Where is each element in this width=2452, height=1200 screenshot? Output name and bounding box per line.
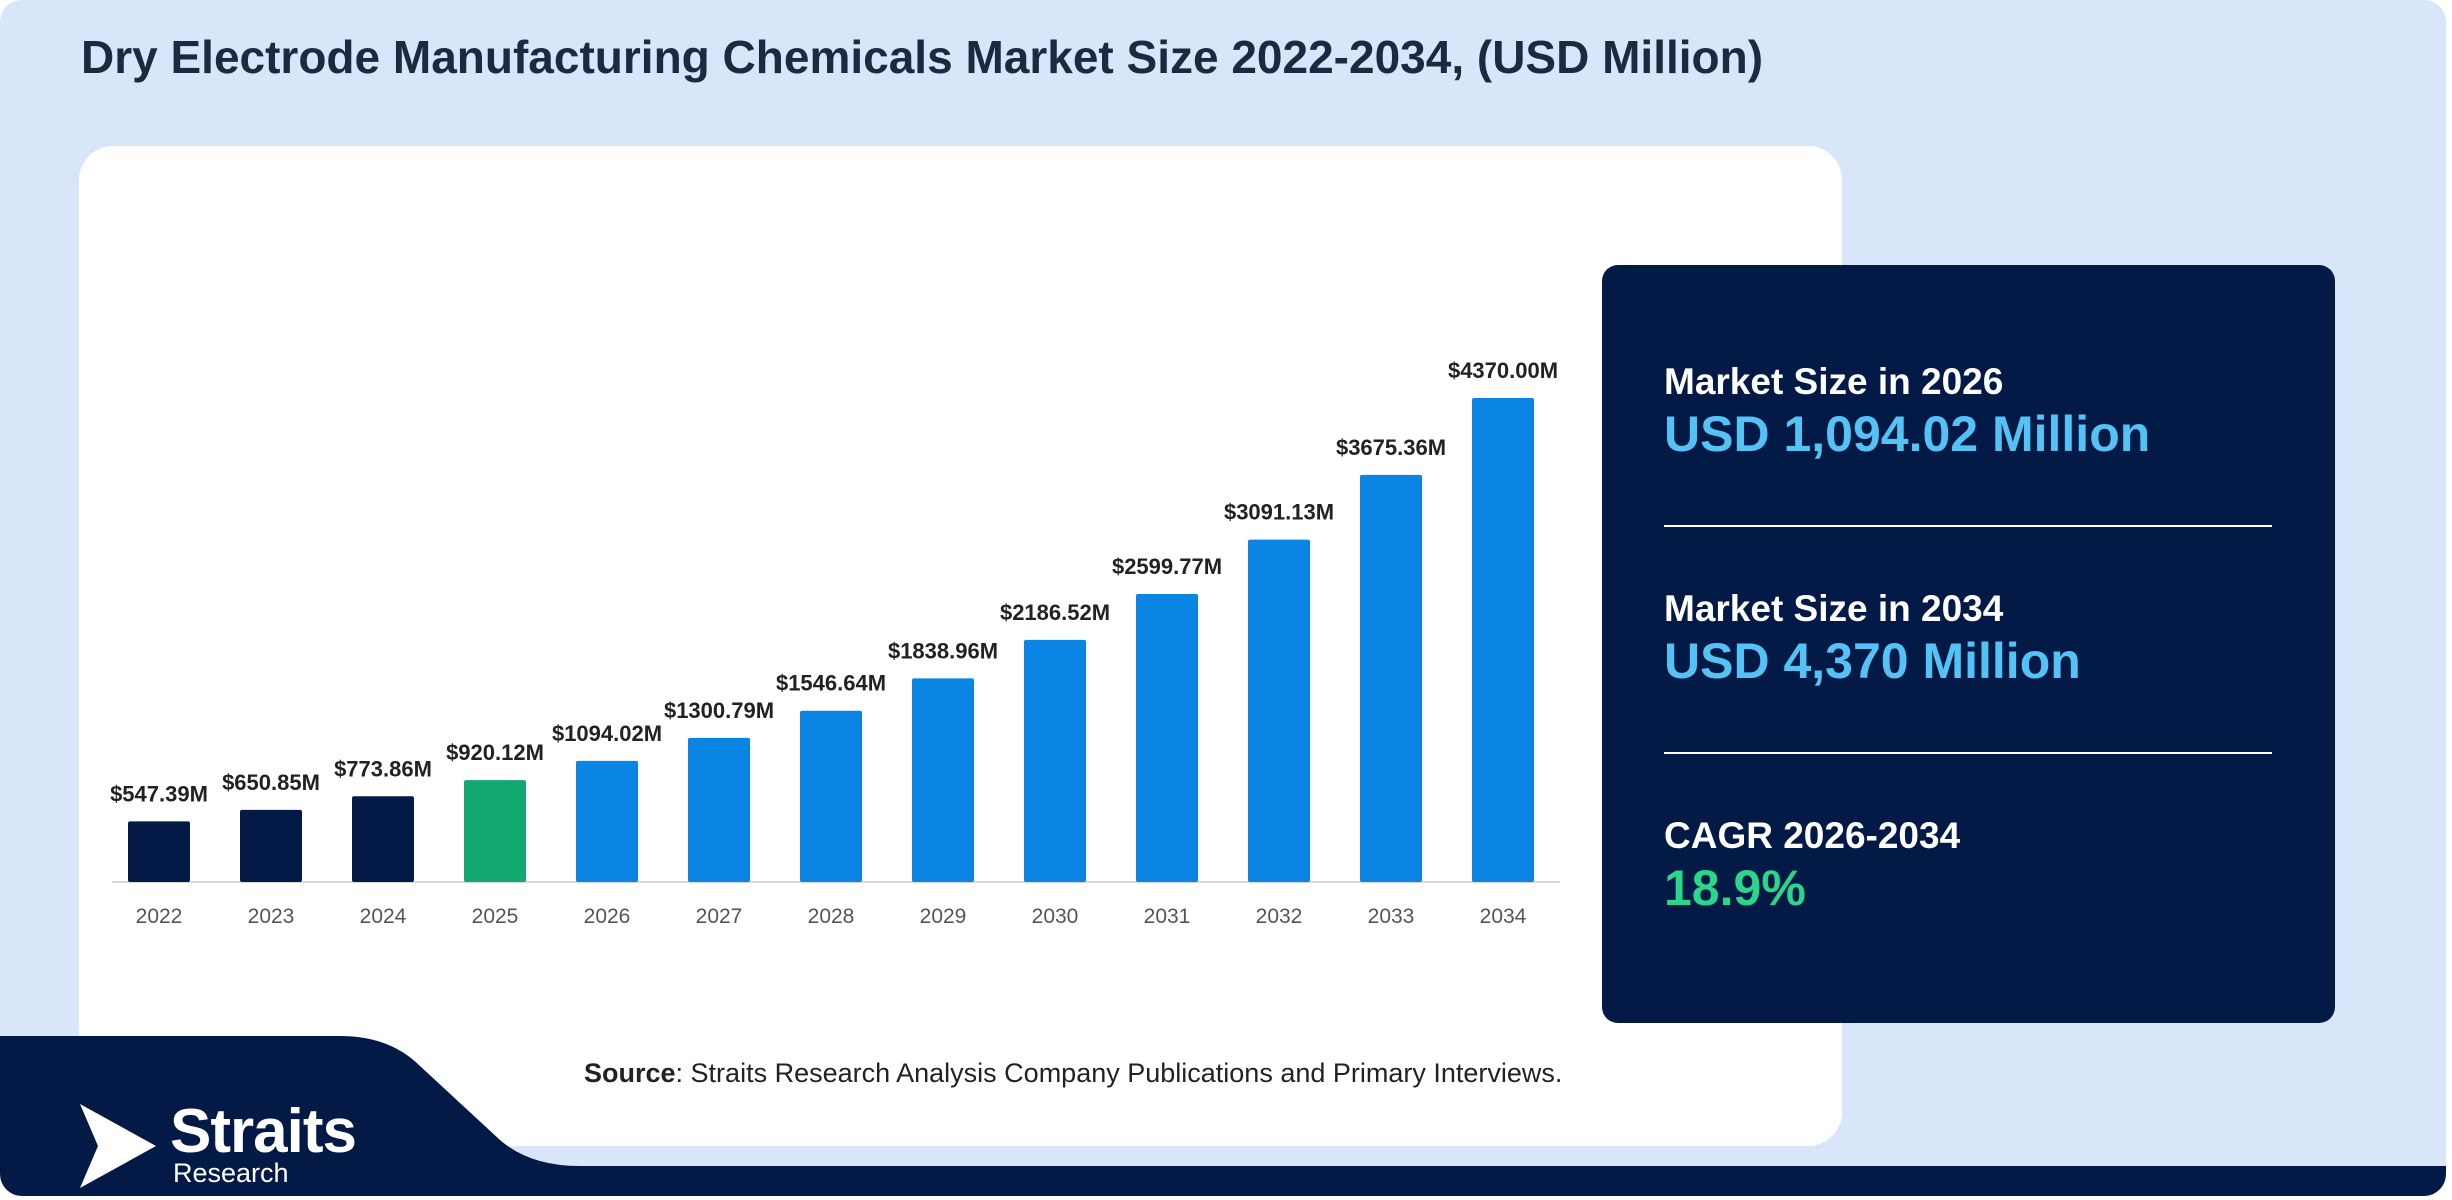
x-tick-label-2028: 2028 xyxy=(808,905,855,928)
arrow-logo-icon xyxy=(80,1104,156,1188)
data-label-2032: $3091.13M xyxy=(1224,500,1334,525)
bar-2030 xyxy=(1024,639,1086,882)
bar-2024 xyxy=(352,796,414,882)
bar-2027 xyxy=(688,737,750,882)
data-label-2026: $1094.02M xyxy=(552,721,662,746)
company-logo: Straits Research xyxy=(80,1097,400,1190)
bar-2029 xyxy=(912,678,974,882)
bar-2028 xyxy=(800,710,862,882)
stats-panel: Market Size in 2026 USD 1,094.02 Million… xyxy=(1602,265,2335,1023)
x-tick-label-2024: 2024 xyxy=(360,905,407,928)
logo-wordmark: Straits xyxy=(170,1097,357,1166)
data-label-2025: $920.12M xyxy=(446,740,544,765)
bar-2026 xyxy=(576,760,638,882)
x-tick-label-2025: 2025 xyxy=(472,905,519,928)
logo-subtitle: Research xyxy=(173,1158,289,1188)
data-label-2033: $3675.36M xyxy=(1336,435,1446,460)
x-tick-label-2030: 2030 xyxy=(1032,905,1079,928)
x-tick-label-2029: 2029 xyxy=(920,905,967,928)
x-tick-label-2026: 2026 xyxy=(584,905,631,928)
data-label-2027: $1300.79M xyxy=(664,698,774,723)
stat-market-size-2026: Market Size in 2026 USD 1,094.02 Million xyxy=(1664,361,2150,463)
bar-2033 xyxy=(1360,474,1422,882)
stat-value: 18.9% xyxy=(1664,860,1806,916)
data-label-2028: $1546.64M xyxy=(776,671,886,696)
x-tick-label-2033: 2033 xyxy=(1368,905,1415,928)
source-prefix: Source xyxy=(584,1058,676,1088)
stat-label: CAGR 2026-2034 xyxy=(1664,815,1961,856)
x-tick-label-2027: 2027 xyxy=(696,905,743,928)
x-tick-label-2023: 2023 xyxy=(248,905,295,928)
stat-value: USD 1,094.02 Million xyxy=(1664,406,2151,462)
stat-market-size-2034: Market Size in 2034 USD 4,370 Million xyxy=(1664,588,2081,690)
chart-card xyxy=(79,146,1842,1146)
bar-2034 xyxy=(1472,398,1534,882)
stat-divider xyxy=(1664,525,2272,527)
data-label-2030: $2186.52M xyxy=(1000,600,1110,625)
data-label-2034: $4370.00M xyxy=(1448,358,1558,383)
x-tick-label-2032: 2032 xyxy=(1256,905,1303,928)
bar-2023 xyxy=(240,809,302,882)
x-tick-label-2022: 2022 xyxy=(136,905,183,928)
data-label-2022: $547.39M xyxy=(110,781,208,806)
source-note: Source: Straits Research Analysis Compan… xyxy=(584,1058,1562,1089)
stat-cagr: CAGR 2026-2034 18.9% xyxy=(1664,815,1960,917)
stat-value: USD 4,370 Million xyxy=(1664,633,2081,689)
x-tick-label-2034: 2034 xyxy=(1480,905,1527,928)
page-title: Dry Electrode Manufacturing Chemicals Ma… xyxy=(81,31,1764,83)
bar-2031 xyxy=(1136,594,1198,882)
bar-2025 xyxy=(464,780,526,882)
stat-divider xyxy=(1664,752,2272,754)
data-label-2031: $2599.77M xyxy=(1112,554,1222,579)
bar-2032 xyxy=(1248,539,1310,882)
data-label-2024: $773.86M xyxy=(334,756,432,781)
x-tick-label-2031: 2031 xyxy=(1144,905,1191,928)
stat-label: Market Size in 2026 xyxy=(1664,361,2004,402)
bar-2022 xyxy=(128,821,190,882)
stat-label: Market Size in 2034 xyxy=(1664,588,2004,629)
data-label-2029: $1838.96M xyxy=(888,638,998,663)
source-text: : Straits Research Analysis Company Publ… xyxy=(675,1058,1563,1088)
data-label-2023: $650.85M xyxy=(222,770,320,795)
